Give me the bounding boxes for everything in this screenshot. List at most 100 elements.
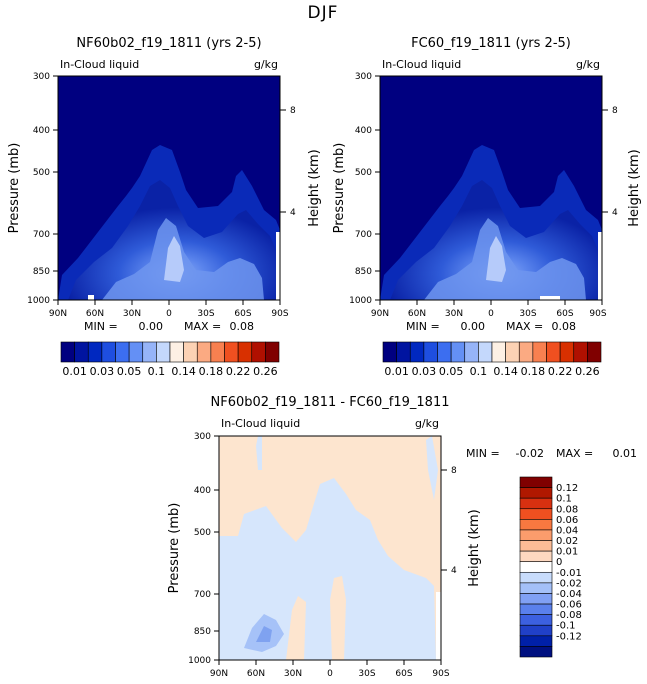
colorbar-swatch <box>210 341 225 363</box>
panel-3-x-tick: 90S <box>432 669 449 679</box>
panel-1-colorbar: 0.01 0.03 0.05 0.1 0.14 0.18 0.22 0.26 <box>60 341 280 378</box>
colorbar-swatch <box>423 341 438 363</box>
colorbar-swatch <box>519 497 553 510</box>
panel-3-y-tick: 700 <box>194 590 211 600</box>
panel-2-x-tick: 60S <box>556 309 573 319</box>
panel-1-y2-tick: 8 <box>290 106 296 116</box>
panel-1-y-tick: 850 <box>33 267 50 277</box>
panel-2-colorbar: 0.01 0.03 0.05 0.1 0.14 0.18 0.22 0.26 <box>382 341 602 378</box>
colorbar-swatch <box>464 341 479 363</box>
panel-3-y2-tick: 4 <box>451 566 457 576</box>
panel-1-x-tick: 30N <box>123 309 141 319</box>
colorbar-swatch <box>156 341 171 363</box>
panel-3-min-label: MIN = <box>466 447 500 460</box>
panel-2-y-tick: 1000 <box>349 296 372 306</box>
panel-1-units-label: g/kg <box>254 58 278 71</box>
colorbar-label: 0.03 <box>412 365 437 378</box>
colorbar-swatch <box>519 561 553 573</box>
panel-2-y-tick: 700 <box>355 230 372 240</box>
panel-1-y-ticks: 300 400 500 700 850 1000 <box>27 72 58 306</box>
panel-1-y-tick: 500 <box>33 168 50 178</box>
colorbar-swatch <box>519 529 553 541</box>
panel-3-max-label: MAX = <box>556 447 593 460</box>
colorbar-swatch <box>573 341 588 363</box>
colorbar-label: 0.14 <box>171 365 196 378</box>
colorbar-swatch <box>519 550 553 563</box>
panel-1-y-axis-label: Pressure (mb) <box>7 143 22 234</box>
panel-2-y-tick: 300 <box>355 72 372 82</box>
colorbar-swatch <box>115 341 130 363</box>
colorbar-label: -0.1 <box>556 621 576 632</box>
panel-2-min-label: MIN = <box>406 320 440 333</box>
colorbar-label: -0.01 <box>556 568 582 579</box>
panel-3-y-axis-label: Pressure (mb) <box>167 503 182 594</box>
colorbar-swatch <box>450 341 466 363</box>
panel-2-x-tick: 90S <box>589 309 606 319</box>
colorbar-label: 0.06 <box>556 515 578 526</box>
panel-3-x-tick: 30N <box>284 669 302 679</box>
colorbar-swatch <box>128 341 144 363</box>
panel-3-x-ticks: 90N 60N 30N 0 30S 60S 90S <box>210 660 450 679</box>
colorbar-swatch <box>519 519 553 531</box>
panel-2-x-tick: 30S <box>519 309 536 319</box>
colorbar-label: -0.06 <box>556 600 582 611</box>
colorbar-swatch <box>237 341 253 363</box>
colorbar-swatch <box>396 341 411 363</box>
panel-3-max-value: 0.01 <box>613 447 638 460</box>
colorbar-swatch <box>519 487 553 499</box>
colorbar-label: 0.05 <box>117 365 142 378</box>
colorbar-swatch <box>505 341 520 363</box>
panel-1-min-label: MIN = <box>84 320 118 333</box>
panel-2-y-tick: 500 <box>355 168 372 178</box>
panel-3-variable-label: In-Cloud liquid <box>221 417 300 430</box>
panel-1-x-tick: 30S <box>197 309 214 319</box>
colorbar-swatch <box>101 341 116 363</box>
colorbar-swatch <box>382 341 397 363</box>
figure-title: DJF <box>308 3 339 23</box>
colorbar-label: 0.14 <box>493 365 518 378</box>
panel-1-x-tick: 0 <box>166 309 172 319</box>
colorbar-swatch <box>169 341 184 363</box>
panel-2-contour-field <box>380 76 602 300</box>
panel-2-title: FC60_f19_1811 (yrs 2-5) <box>411 36 571 51</box>
colorbar-swatch <box>559 341 575 363</box>
colorbar-swatch <box>409 341 425 363</box>
panel-3-y-tick: 850 <box>194 627 211 637</box>
colorbar-label: 0.18 <box>199 365 224 378</box>
panel-2-x-tick: 0 <box>488 309 494 319</box>
panel-2-max-value: 0.08 <box>552 320 577 333</box>
colorbar-swatch <box>251 341 266 363</box>
colorbar-swatch <box>491 341 506 363</box>
colorbar-swatch <box>519 624 553 637</box>
colorbar-swatch <box>224 341 239 363</box>
colorbar-label: -0.12 <box>556 631 582 642</box>
colorbar-label: 0.26 <box>253 365 278 378</box>
panel-2-x-tick: 90N <box>371 309 389 319</box>
panel-3-colorbar: 0.120.10.080.060.040.020.010-0.01-0.02-0… <box>519 476 582 658</box>
panel-1-y-tick: 1000 <box>27 296 50 306</box>
colorbar-label: 0.1 <box>148 365 166 378</box>
colorbar-swatch <box>519 540 553 552</box>
panel-2-y-ticks: 300 400 500 700 850 1000 <box>349 72 380 306</box>
panel-1-max-value: 0.08 <box>230 320 255 333</box>
colorbar-label: -0.02 <box>556 578 582 589</box>
colorbar-swatch <box>60 341 75 363</box>
colorbar-swatch <box>546 341 561 363</box>
colorbar-swatch <box>587 341 602 363</box>
panel-2-min-value: 0.00 <box>461 320 486 333</box>
panel-3-title: NF60b02_f19_1811 - FC60_f19_1811 <box>211 395 450 410</box>
colorbar-label: 0.1 <box>470 365 488 378</box>
colorbar-label: 0.01 <box>556 547 578 558</box>
colorbar-label: -0.08 <box>556 610 582 621</box>
colorbar-swatch <box>519 635 553 647</box>
panel-3-x-tick: 90N <box>210 669 228 679</box>
panel-2-y-tick: 400 <box>355 126 372 136</box>
panel-1-min-value: 0.00 <box>139 320 164 333</box>
colorbar-label: 0.18 <box>521 365 546 378</box>
panel-1-y-tick: 300 <box>33 72 50 82</box>
panel-1-y-tick: 400 <box>33 126 50 136</box>
panel-2-y-axis-label: Pressure (mb) <box>332 143 347 234</box>
colorbar-swatch <box>265 341 280 363</box>
panel-1-y2-tick: 4 <box>290 208 296 218</box>
